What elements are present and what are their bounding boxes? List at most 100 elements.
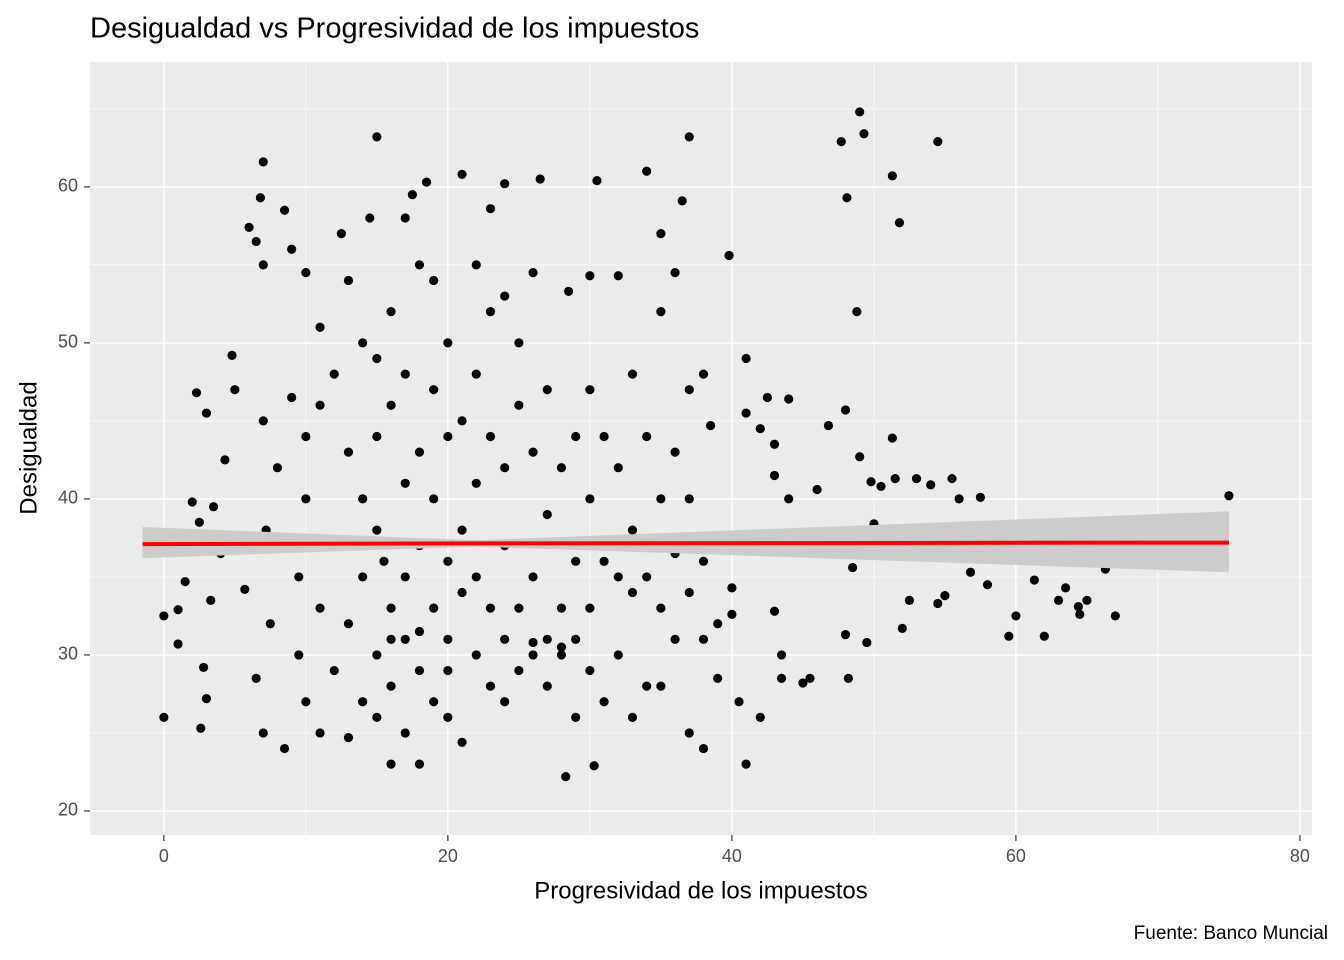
point: [471, 572, 481, 582]
point: [862, 637, 872, 648]
point: [400, 478, 410, 488]
point: [542, 509, 552, 520]
point: [613, 463, 623, 473]
point: [414, 759, 425, 769]
point: [196, 723, 206, 733]
point: [429, 385, 439, 395]
point: [500, 463, 510, 473]
point: [713, 673, 723, 683]
point: [244, 222, 254, 232]
point: [201, 408, 212, 418]
fit-line: [142, 540, 1229, 547]
point: [897, 623, 907, 634]
y-tick-label: 30: [58, 644, 78, 664]
point: [457, 525, 467, 535]
point: [627, 525, 638, 535]
point: [642, 431, 652, 442]
point: [776, 650, 787, 660]
point: [528, 650, 538, 660]
point: [471, 478, 481, 488]
point: [528, 572, 538, 582]
point: [258, 416, 268, 426]
y-tick-label: 40: [58, 488, 78, 508]
point: [556, 463, 567, 473]
x-tick-label: 20: [438, 846, 458, 866]
point: [443, 665, 453, 676]
point: [443, 338, 453, 348]
point: [315, 603, 325, 613]
point: [443, 634, 453, 644]
point: [358, 494, 368, 504]
point: [457, 169, 467, 179]
point: [159, 712, 169, 722]
point: [894, 218, 905, 228]
point: [301, 268, 311, 278]
point: [194, 517, 204, 527]
point: [386, 603, 396, 613]
point: [457, 737, 467, 747]
point: [287, 392, 297, 403]
x-tick-label: 80: [1290, 846, 1310, 866]
point: [684, 728, 694, 738]
x-axis-title: Progresividad de los impuestos: [534, 877, 868, 904]
point: [457, 416, 467, 426]
point: [279, 743, 290, 754]
point: [1110, 611, 1120, 621]
point: [315, 322, 325, 332]
point: [698, 634, 709, 644]
point: [372, 353, 382, 364]
point: [769, 470, 780, 481]
point: [684, 132, 694, 142]
point: [208, 502, 219, 512]
point: [457, 587, 467, 598]
point: [585, 271, 595, 281]
point: [372, 132, 382, 142]
point: [414, 447, 425, 457]
point: [240, 584, 250, 595]
point: [187, 497, 197, 507]
point: [784, 394, 794, 404]
point: [372, 431, 382, 442]
point: [301, 697, 311, 707]
point: [443, 556, 453, 566]
point: [798, 678, 808, 688]
point: [329, 369, 339, 379]
point: [656, 681, 666, 691]
point: [255, 193, 266, 203]
point: [471, 369, 481, 379]
point: [159, 611, 169, 621]
point: [965, 567, 976, 577]
point: [727, 583, 737, 593]
point: [684, 494, 694, 504]
point: [1039, 631, 1049, 641]
point: [1073, 601, 1083, 612]
point: [866, 477, 876, 487]
point: [656, 307, 666, 317]
point: [358, 572, 368, 582]
point: [301, 431, 311, 442]
point: [258, 157, 268, 167]
point: [485, 681, 496, 691]
point: [485, 431, 496, 442]
point: [386, 681, 396, 691]
point: [843, 673, 853, 683]
y-tick-label: 60: [58, 176, 78, 196]
point: [642, 681, 652, 691]
point: [400, 572, 410, 582]
point: [698, 369, 709, 379]
point: [485, 603, 496, 613]
point: [705, 420, 716, 431]
point: [684, 385, 694, 395]
point: [940, 591, 950, 601]
point: [585, 603, 595, 613]
point: [500, 291, 510, 301]
point: [762, 392, 772, 403]
point: [556, 603, 567, 613]
point: [556, 642, 567, 652]
point: [535, 174, 545, 184]
point: [847, 562, 858, 573]
point: [642, 572, 652, 582]
point: [301, 494, 311, 504]
point: [585, 494, 595, 504]
point: [784, 494, 794, 504]
